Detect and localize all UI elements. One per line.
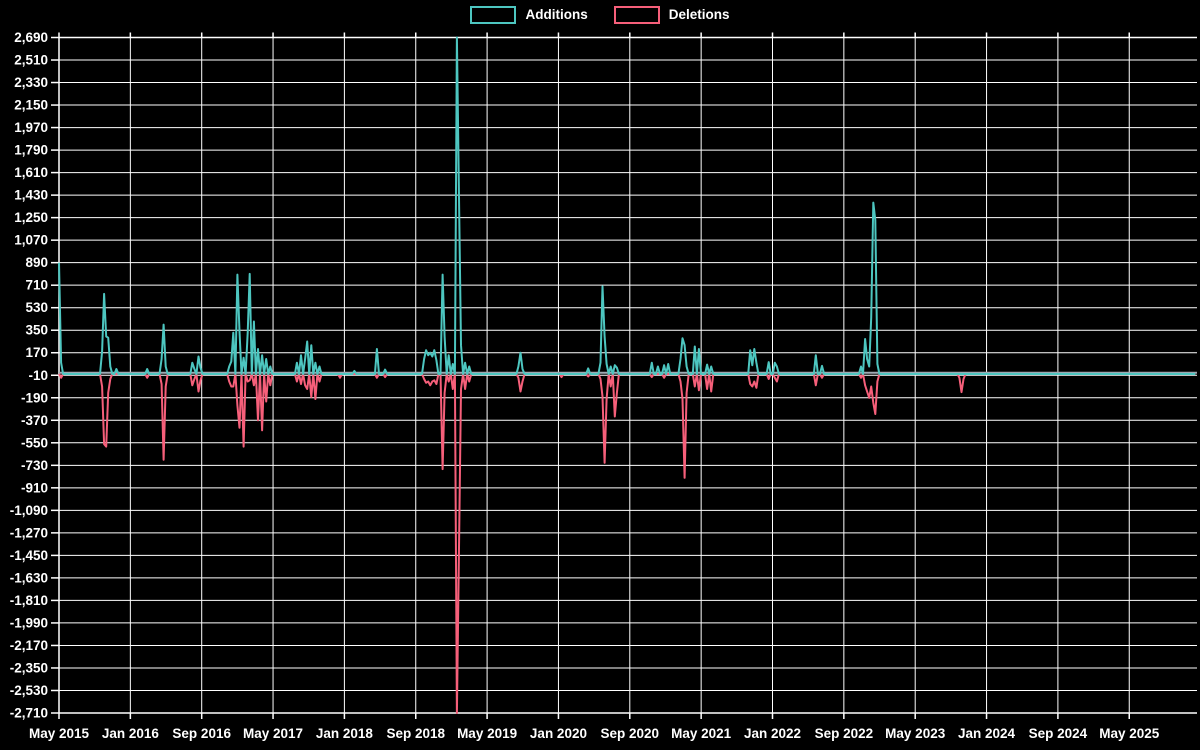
- x-axis-label: Sep 2022: [815, 726, 874, 741]
- y-axis-label: 1,610: [14, 165, 48, 180]
- y-axis-label: 1,250: [14, 210, 48, 225]
- y-axis-label: -910: [21, 480, 48, 495]
- x-axis-label: Jan 2024: [958, 726, 1016, 741]
- legend-item-deletions[interactable]: Deletions: [613, 6, 730, 24]
- y-axis-label: -370: [21, 413, 48, 428]
- y-axis-label: -1,450: [10, 548, 48, 563]
- y-axis-label: -2,530: [10, 683, 48, 698]
- y-axis-label: -1,270: [10, 525, 48, 540]
- x-axis-label: May 2025: [1099, 726, 1160, 741]
- y-axis-label: 2,150: [14, 98, 48, 113]
- y-axis-label: -1,990: [10, 615, 48, 630]
- y-axis-label: -10: [28, 368, 48, 383]
- x-axis-label: May 2015: [29, 726, 90, 741]
- y-axis-label: 2,690: [14, 30, 48, 45]
- legend-label-deletions: Deletions: [668, 7, 730, 23]
- x-axis-label: May 2023: [885, 726, 946, 741]
- x-axis-label: Jan 2016: [102, 726, 160, 741]
- y-axis-label: 1,790: [14, 143, 48, 158]
- x-axis-label: May 2021: [671, 726, 732, 741]
- deletions-swatch-icon: [613, 6, 660, 24]
- x-axis-label: Jan 2022: [744, 726, 801, 741]
- legend-item-additions[interactable]: Additions: [470, 6, 588, 24]
- x-axis-label: Sep 2016: [172, 726, 231, 741]
- y-axis-label: 890: [25, 255, 48, 270]
- y-axis-label: 2,330: [14, 75, 48, 90]
- y-axis-label: 1,070: [14, 233, 48, 248]
- x-axis-label: Sep 2018: [386, 726, 445, 741]
- y-axis-label: -2,170: [10, 638, 48, 653]
- chart-legend: Additions Deletions: [0, 6, 1200, 24]
- y-axis-label: 170: [25, 345, 48, 360]
- x-axis-label: Jan 2020: [530, 726, 587, 741]
- y-axis-label: -730: [21, 458, 48, 473]
- y-axis-label: -2,710: [10, 706, 48, 721]
- y-axis-label: 1,970: [14, 120, 48, 135]
- y-axis-label: -190: [21, 390, 48, 405]
- y-axis-label: -2,350: [10, 660, 48, 675]
- deletions-line: [58, 373, 1196, 714]
- y-axis-label: 1,430: [14, 188, 48, 203]
- additions-swatch-icon: [470, 6, 517, 24]
- y-axis-label: 2,510: [14, 53, 48, 68]
- y-axis-label: -1,630: [10, 570, 48, 585]
- additions-line: [58, 36, 1196, 375]
- legend-label-additions: Additions: [525, 7, 588, 23]
- x-axis-label: Sep 2020: [601, 726, 660, 741]
- x-axis-label: May 2019: [457, 726, 517, 741]
- y-axis-label: 530: [25, 300, 48, 315]
- y-axis-label: 350: [25, 323, 48, 338]
- x-axis-label: Sep 2024: [1029, 726, 1088, 741]
- y-axis-label: -1,090: [10, 503, 48, 518]
- x-axis-label: Jan 2018: [316, 726, 374, 741]
- x-axis-label: May 2017: [243, 726, 303, 741]
- y-axis-label: 710: [25, 278, 48, 293]
- y-axis-label: -1,810: [10, 593, 48, 608]
- y-axis-label: -550: [21, 435, 48, 450]
